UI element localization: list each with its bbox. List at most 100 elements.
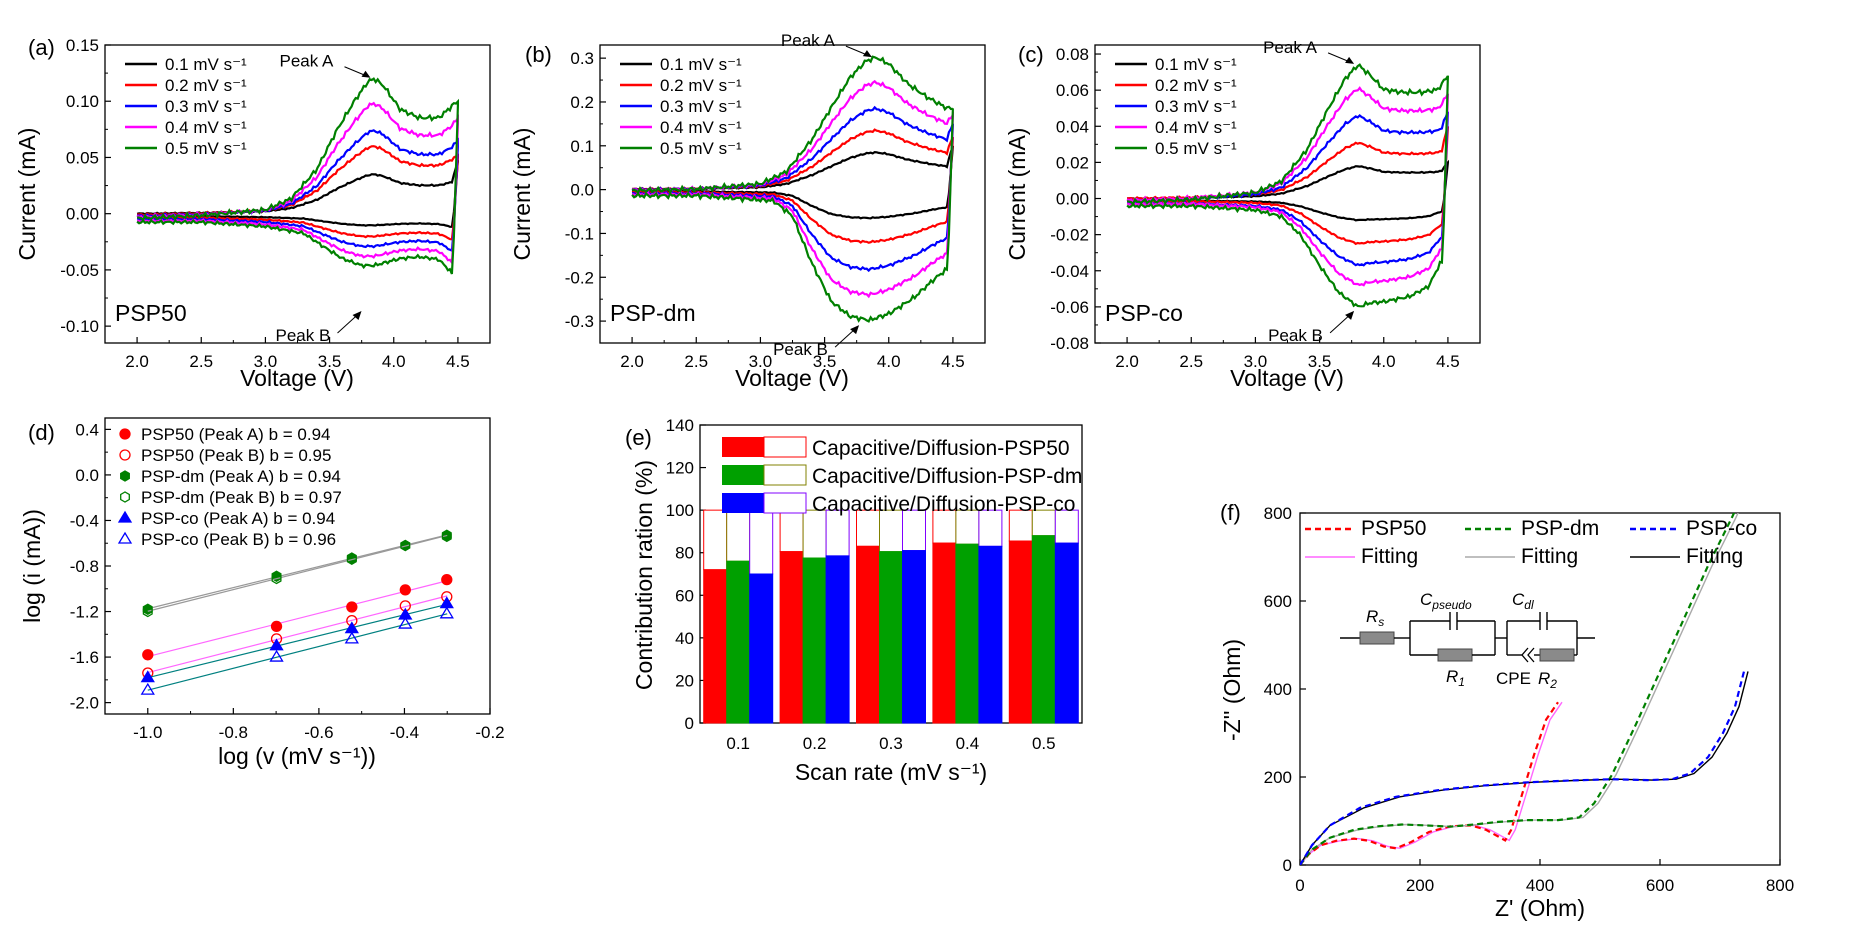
legend-label: 0.4 mV s⁻¹: [1155, 118, 1237, 137]
fit-line: [147, 613, 448, 691]
x-tick-label: 0: [1295, 876, 1304, 895]
x-tick-label: 200: [1406, 876, 1434, 895]
diffusion-bar: [825, 509, 850, 557]
legend-label: PSP50 (Peak B) b = 0.95: [141, 446, 331, 465]
capacitive-bar: [1031, 535, 1056, 724]
legend-label: 0.5 mV s⁻¹: [165, 139, 247, 158]
x-axis-label: Voltage (V): [735, 365, 849, 391]
y-tick-label: 100: [666, 501, 694, 520]
marker: [269, 649, 284, 662]
panel-label: (b): [525, 42, 552, 67]
x-tick-label: 2.5: [684, 352, 708, 371]
y-tick-label: 0.4: [75, 420, 99, 439]
marker: [142, 603, 153, 616]
fit-line: [147, 603, 448, 679]
legend-label: PSP-co (Peak A) b = 0.94: [141, 509, 335, 528]
y-tick-label: -0.06: [1050, 298, 1089, 317]
capacitive-bar: [779, 551, 804, 724]
sample-label: PSP50: [115, 300, 187, 326]
y-axis-label: log (i (mA)): [19, 509, 45, 623]
y-tick-label: -0.10: [60, 317, 99, 336]
capacitive-bar: [749, 573, 774, 724]
y-tick-label: -0.02: [1050, 226, 1089, 245]
resistor: [1359, 631, 1395, 645]
fitting-curve: [1300, 671, 1749, 865]
y-tick-label: -0.4: [70, 511, 99, 530]
x-tick-label: -0.4: [390, 723, 419, 742]
legend-label: 0.5 mV s⁻¹: [660, 139, 742, 158]
capacitive-bar: [856, 545, 880, 724]
x-tick-label: -0.6: [304, 723, 333, 742]
label-cdl: Cdl: [1512, 590, 1534, 612]
panel-a: 2.0 2.5 3.0 3.5 4.0 4.5 -0.10 -0.05 0.00 0.05 0.10…: [14, 35, 491, 391]
marker: [140, 682, 155, 695]
y-tick-label: -0.04: [1050, 262, 1089, 281]
diffusion-bar: [749, 509, 774, 575]
cv-curve: [1126, 159, 1449, 222]
y-tick-label: 0.04: [1056, 117, 1089, 136]
y-tick-label: 0.10: [66, 92, 99, 111]
marker: [271, 572, 282, 585]
x-tick-label: 0.2: [803, 734, 827, 753]
y-tick-label: 800: [1264, 504, 1292, 523]
peak-a-arrowhead: [1345, 56, 1355, 64]
marker: [117, 510, 133, 523]
legend-label: 0.3 mV s⁻¹: [165, 97, 247, 116]
sample-label: PSP-dm: [610, 300, 696, 326]
x-tick-label: 0.5: [1032, 734, 1056, 753]
y-tick-label: 0.1: [570, 137, 594, 156]
x-tick-label: 4.5: [941, 352, 965, 371]
marker: [344, 631, 359, 644]
y-tick-label: -1.6: [70, 648, 99, 667]
y-tick-label: -0.08: [1050, 334, 1089, 353]
legend-label: Fitting: [1361, 545, 1418, 568]
peak-b-label: Peak B: [1268, 326, 1323, 345]
x-tick-label: 0.3: [879, 734, 903, 753]
peak-b-label: Peak B: [276, 326, 331, 345]
y-tick-label: 200: [1264, 768, 1292, 787]
x-axis-label: Voltage (V): [240, 365, 354, 391]
panel-label: (d): [28, 420, 55, 445]
label-rs: Rs: [1366, 607, 1384, 629]
legend-swatch-empty: [763, 436, 807, 458]
marker: [399, 584, 411, 596]
marker: [142, 649, 154, 661]
y-tick-label: -2.0: [70, 694, 99, 713]
legend-label: PSP-dm: [1521, 517, 1599, 540]
y-tick-label: -0.8: [70, 557, 99, 576]
x-axis-label: log (v (mV s⁻¹)): [218, 743, 376, 769]
peak-b-label: Peak B: [773, 340, 828, 359]
fit-line: [147, 534, 448, 612]
x-tick-label: 3.5: [813, 352, 837, 371]
eis-curves: [1300, 513, 1749, 865]
x-tick-label: 2.5: [1179, 352, 1203, 371]
marker: [269, 638, 284, 651]
legend-label: Capacitive/Diffusion-PSP50: [812, 437, 1070, 460]
panel-label: (e): [625, 425, 652, 450]
x-tick-label: 3.5: [318, 352, 342, 371]
y-tick-label: 60: [675, 586, 694, 605]
x-tick-label: 3.5: [1308, 352, 1332, 371]
x-tick-label: 2.0: [620, 352, 644, 371]
y-tick-label: -0.3: [565, 312, 594, 331]
legend-label: PSP-co: [1686, 517, 1757, 540]
y-tick-label: 120: [666, 459, 694, 478]
y-tick-label: -0.1: [565, 224, 594, 243]
y-tick-label: 0.00: [1056, 190, 1089, 209]
peak-a-label: Peak A: [1263, 38, 1318, 57]
fit-line: [147, 595, 448, 674]
marker: [117, 531, 133, 544]
panel-d: -1.0 -0.8 -0.6 -0.4 -0.2 -2.0 -1.6 -1.2 -0.8 -0.4…: [19, 417, 505, 769]
legend-swatch-fill: [722, 493, 764, 513]
x-axis-label: Z' (Ohm): [1495, 895, 1585, 921]
diffusion-bar: [726, 509, 751, 562]
y-axis-label: Current (mA): [509, 128, 535, 261]
y-axis-label: Contribution ration (%): [631, 460, 657, 690]
y-tick-label: 0.02: [1056, 153, 1089, 172]
y-tick-label: 0.0: [570, 181, 594, 200]
legend-label: Fitting: [1686, 545, 1743, 568]
marker: [400, 539, 411, 552]
capacitive-bar: [879, 551, 903, 724]
y-tick-label: 0.15: [66, 36, 99, 55]
